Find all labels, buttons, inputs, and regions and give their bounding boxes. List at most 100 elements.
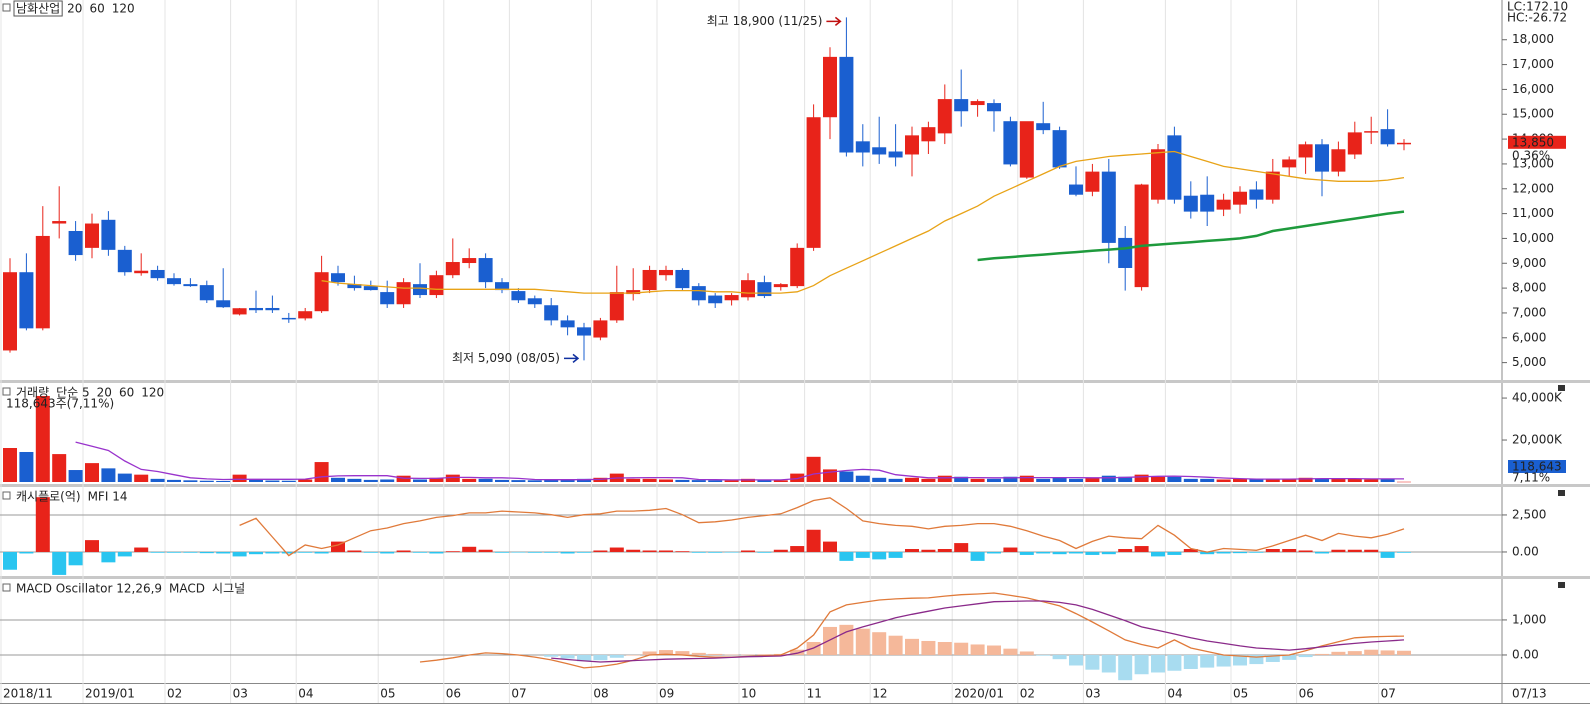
candle-body: [347, 284, 362, 289]
volume-bar: [478, 478, 493, 482]
legend-icon: [2, 3, 11, 12]
bar: [232, 551, 247, 557]
bar: [987, 551, 1001, 554]
x-tick-label: 09: [659, 687, 674, 701]
bar: [1167, 551, 1182, 555]
bar: [1265, 549, 1280, 552]
y-tick-label: 8,000: [1512, 281, 1546, 295]
candle-body: [724, 295, 739, 301]
candle-body: [937, 99, 952, 134]
candle-body: [265, 307, 280, 311]
volume-bar: [35, 395, 50, 482]
bar: [347, 550, 362, 552]
bar: [1183, 654, 1198, 669]
bar: [626, 654, 641, 656]
bar: [363, 551, 378, 553]
legend-entry: 120: [141, 386, 164, 400]
bar: [396, 550, 411, 552]
candle-body: [1282, 159, 1297, 168]
legend-entry: 20: [67, 2, 82, 16]
volume-bar: [970, 478, 985, 482]
bar: [806, 529, 821, 552]
candle-body: [823, 56, 837, 118]
candle-body: [1167, 135, 1182, 200]
bar: [1249, 551, 1264, 553]
candle-body: [363, 286, 378, 291]
bar: [413, 551, 427, 553]
candle-body: [1265, 171, 1280, 200]
volume-bar: [954, 476, 969, 482]
bar: [1069, 551, 1083, 554]
bar: [609, 654, 624, 658]
panel-button[interactable]: [1558, 385, 1565, 391]
bar: [19, 551, 34, 554]
panel-button[interactable]: [1558, 490, 1565, 496]
volume-bar: [790, 473, 805, 482]
volume-bar: [1315, 478, 1329, 482]
candle-body: [1151, 149, 1165, 200]
bar: [52, 551, 67, 575]
bar: [3, 551, 17, 570]
candle-body: [19, 272, 34, 329]
bar: [331, 541, 345, 552]
bar: [1315, 551, 1329, 554]
volume-bar: [331, 477, 345, 482]
candle-body: [1347, 132, 1362, 155]
bar: [724, 654, 739, 656]
volume-bar: [642, 478, 657, 482]
candle-body: [85, 223, 99, 248]
candle-body: [1069, 184, 1083, 195]
panel-button[interactable]: [1558, 582, 1565, 588]
bar: [1101, 654, 1116, 673]
y-tick-label: 9,000: [1512, 256, 1546, 270]
bar: [1282, 549, 1297, 552]
bar: [1052, 551, 1067, 555]
bar: [839, 551, 854, 561]
volume-bar: [216, 480, 231, 482]
bar: [495, 551, 509, 553]
bar: [593, 550, 608, 552]
bar: [1151, 551, 1165, 557]
x-tick-label: 04: [298, 687, 313, 701]
legend-entry: 60: [119, 386, 134, 400]
series-line: [239, 497, 1405, 557]
bar: [741, 550, 755, 552]
annotation-arrow: [826, 16, 842, 26]
volume-bar: [560, 479, 575, 482]
bar: [1085, 654, 1100, 670]
volume-bar: [1282, 478, 1297, 482]
volume-bar: [1331, 478, 1346, 482]
bar: [1003, 547, 1018, 552]
x-tick-label: 2019/01: [85, 687, 135, 701]
bar: [1036, 551, 1051, 554]
bar: [1052, 654, 1067, 660]
volume-bar: [314, 462, 329, 482]
candle-body: [921, 127, 936, 142]
bar: [626, 549, 641, 552]
bar: [905, 638, 919, 655]
candle-body: [1052, 130, 1067, 168]
candle-body: [1118, 237, 1133, 268]
volume-bar: [134, 474, 149, 482]
candle-body: [495, 282, 509, 291]
volume-bar: [1380, 478, 1395, 482]
candle-body: [52, 221, 67, 224]
candle-body: [790, 247, 805, 287]
volume-bar: [101, 468, 116, 482]
candle-body: [1019, 121, 1034, 178]
candle-body: [954, 99, 969, 112]
bar: [675, 551, 690, 552]
candle-body: [249, 307, 263, 311]
bar: [167, 551, 181, 553]
bar: [921, 549, 936, 552]
candle-body: [1249, 189, 1264, 200]
volume-bar: [68, 470, 83, 482]
volume-bar: [1265, 478, 1280, 482]
bar: [741, 654, 755, 656]
x-tick-label: 03: [1085, 687, 1100, 701]
candle-body: [1003, 121, 1018, 165]
panel-separator: [0, 484, 1590, 487]
series-line: [551, 600, 1405, 663]
bar: [773, 549, 788, 552]
candle-body: [314, 272, 329, 312]
